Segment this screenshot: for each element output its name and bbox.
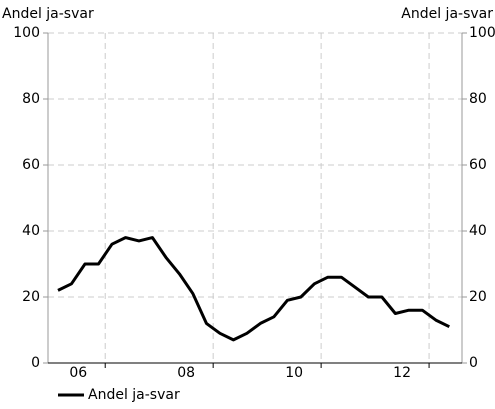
y-tick-label: 20 [22, 289, 40, 305]
x-tick-label: 08 [177, 365, 195, 381]
y2-tick-label: 0 [469, 355, 478, 371]
data-line [57, 236, 450, 342]
y-tick-label: 40 [22, 223, 40, 239]
x-tick-label: 10 [285, 365, 303, 381]
y2-tick-label: 60 [469, 157, 487, 173]
x-tick-label: 12 [393, 365, 411, 381]
y-axis-label: Andel ja-svar [2, 6, 94, 22]
y-tick-label: 100 [13, 25, 40, 41]
y-tick-label: 80 [22, 91, 40, 107]
y2-tick-label: 40 [469, 223, 487, 239]
y-tick-label: 0 [31, 355, 40, 371]
y-tick-label: 60 [22, 157, 40, 173]
y2-tick-label: 100 [469, 25, 495, 41]
legend-label: Andel ja-svar [88, 387, 180, 403]
y2-axis-label: Andel ja-svar [401, 6, 493, 22]
x-tick-label: 06 [69, 365, 87, 381]
y2-tick-label: 20 [469, 289, 487, 305]
y2-tick-label: 80 [469, 91, 487, 107]
